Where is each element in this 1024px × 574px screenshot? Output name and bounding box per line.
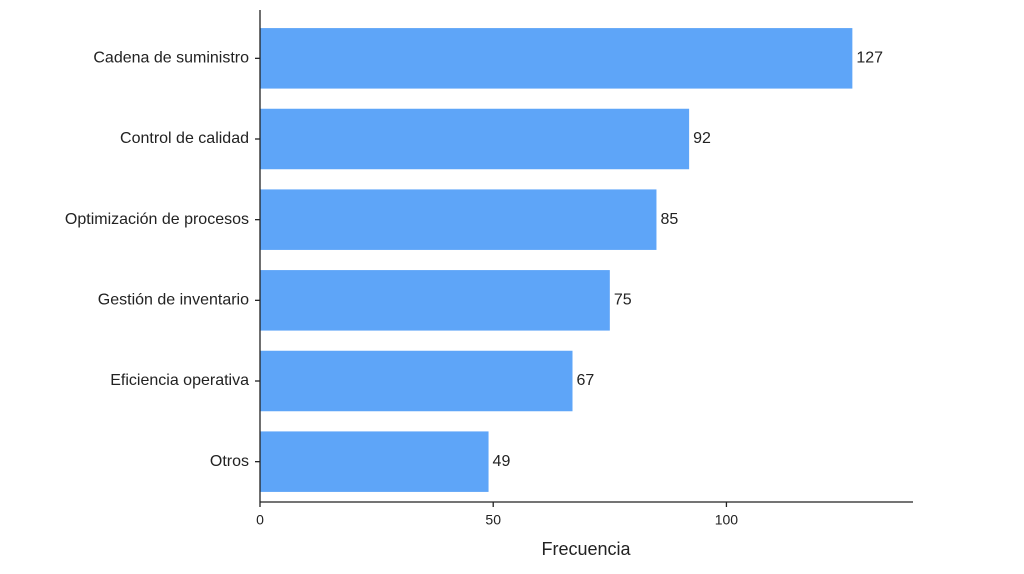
y-tick-label: Otros bbox=[210, 453, 249, 470]
value-label: 92 bbox=[693, 130, 711, 147]
bar bbox=[260, 350, 573, 412]
x-tick-label: 0 bbox=[256, 512, 264, 528]
y-tick-label: Eficiencia operativa bbox=[110, 372, 249, 389]
y-tick-label: Optimización de procesos bbox=[65, 211, 249, 228]
value-label: 49 bbox=[493, 453, 511, 470]
value-label: 67 bbox=[577, 372, 595, 389]
y-tick-label: Gestión de inventario bbox=[98, 292, 249, 309]
bar bbox=[260, 189, 657, 250]
value-label: 85 bbox=[660, 211, 678, 228]
bar bbox=[260, 108, 690, 170]
value-label: 75 bbox=[614, 292, 632, 309]
y-tick-label: Cadena de suministro bbox=[93, 50, 249, 67]
x-tick-label: 50 bbox=[485, 512, 501, 528]
x-axis-title: Frecuencia bbox=[541, 539, 631, 559]
x-tick-label: 100 bbox=[715, 512, 739, 528]
y-tick-label: Control de calidad bbox=[120, 130, 249, 147]
bar bbox=[260, 28, 853, 89]
bar bbox=[260, 431, 489, 492]
bar bbox=[260, 270, 610, 331]
value-label: 127 bbox=[856, 50, 883, 67]
